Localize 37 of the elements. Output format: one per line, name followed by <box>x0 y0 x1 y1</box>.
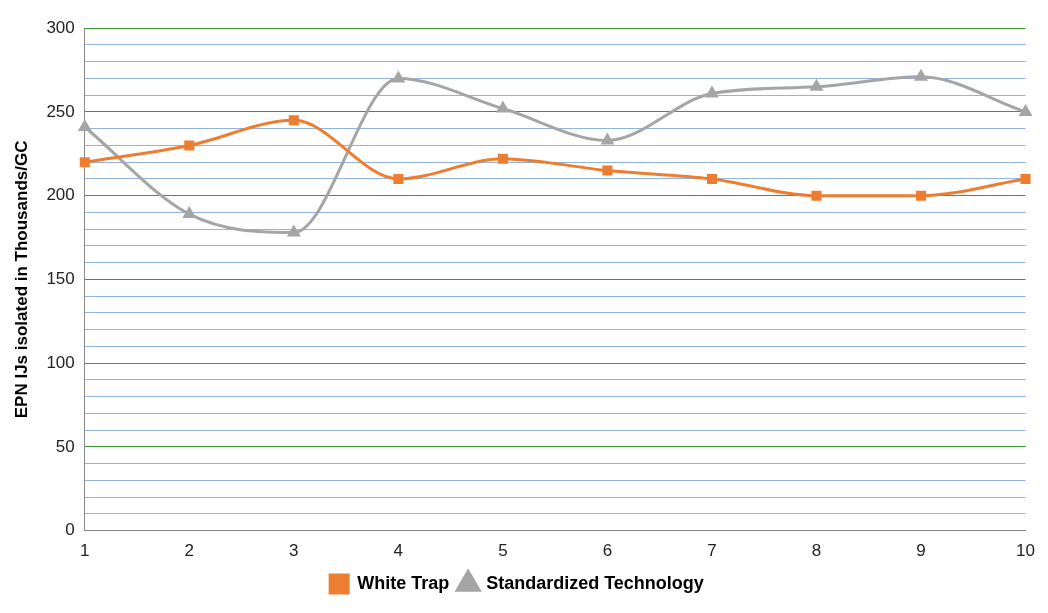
point <box>393 173 404 184</box>
point <box>1019 105 1032 116</box>
y-axis-title: EPN IJs isolated in Thousands/GC <box>11 140 31 419</box>
x-tick-label: 6 <box>602 541 613 561</box>
point <box>915 70 927 81</box>
point <box>810 80 823 91</box>
y-tick-label: 50 <box>55 436 75 456</box>
x-tick-label: 5 <box>498 541 508 561</box>
y-tick-label: 0 <box>65 520 75 540</box>
x-tick-label: 10 <box>1016 541 1036 561</box>
point <box>184 140 195 151</box>
point <box>288 115 299 126</box>
point <box>79 157 90 168</box>
point <box>811 190 822 201</box>
point <box>915 190 927 201</box>
y-tick-label: 150 <box>46 269 75 289</box>
point <box>602 165 613 176</box>
x-tick-label: 3 <box>289 541 299 561</box>
y-tick-label: 300 <box>46 17 75 37</box>
x-tick-label: 8 <box>811 541 822 561</box>
point <box>497 153 508 164</box>
legend-label: White Trap <box>357 572 450 593</box>
x-tick-label: 7 <box>707 541 717 561</box>
x-tick-label: 1 <box>80 541 90 561</box>
point <box>78 120 91 132</box>
point <box>183 207 196 219</box>
x-tick-label: 2 <box>184 541 195 561</box>
point <box>706 173 717 184</box>
y-tick-label: 100 <box>46 352 75 372</box>
x-tick-label: 4 <box>393 541 404 561</box>
y-tick-label: 200 <box>46 185 75 205</box>
point <box>601 133 614 145</box>
point <box>1020 173 1031 184</box>
point <box>392 71 405 83</box>
x-tick-label: 9 <box>916 541 926 561</box>
legend-label: Standardized Technology <box>486 572 704 593</box>
y-tick-label: 250 <box>46 101 75 121</box>
